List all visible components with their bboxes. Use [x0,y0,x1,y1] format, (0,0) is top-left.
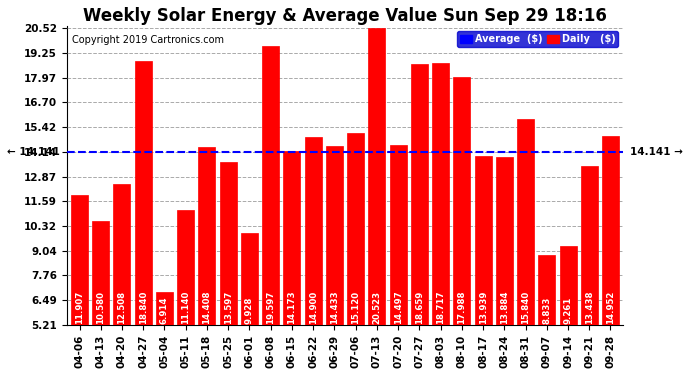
Bar [71,195,88,325]
Bar [156,292,173,325]
Text: 13.939: 13.939 [479,291,488,324]
Bar [326,146,343,325]
Bar [581,165,598,325]
Text: 14.408: 14.408 [202,290,211,324]
Text: 13.597: 13.597 [224,291,233,324]
Text: 13.884: 13.884 [500,290,509,324]
Bar [347,133,364,325]
Text: 14.952: 14.952 [606,291,615,324]
Text: 8.833: 8.833 [542,297,551,324]
Text: 6.914: 6.914 [160,296,169,324]
Text: 14.173: 14.173 [288,290,297,324]
Bar [92,221,109,325]
Bar [602,136,619,325]
Bar [135,61,152,325]
Bar [390,145,406,325]
Text: 13.438: 13.438 [584,290,594,324]
Text: 14.141 →: 14.141 → [630,147,683,157]
Text: 15.840: 15.840 [521,291,530,324]
Legend: Average  ($), Daily   ($): Average ($), Daily ($) [457,32,618,47]
Text: 14.433: 14.433 [330,290,339,324]
Bar [241,234,258,325]
Title: Weekly Solar Energy & Average Value Sun Sep 29 18:16: Weekly Solar Energy & Average Value Sun … [83,7,607,25]
Bar [475,156,491,325]
Text: 9.928: 9.928 [245,297,254,324]
Bar [560,246,577,325]
Text: 19.597: 19.597 [266,291,275,324]
Bar [262,46,279,325]
Text: 10.580: 10.580 [96,291,106,324]
Text: 14.497: 14.497 [393,290,402,324]
Bar [432,63,449,325]
Bar [538,255,555,325]
Bar [177,210,194,325]
Text: 11.907: 11.907 [75,291,84,324]
Bar [496,157,513,325]
Text: 14.900: 14.900 [308,291,317,324]
Text: 11.140: 11.140 [181,291,190,324]
Text: 15.120: 15.120 [351,291,360,324]
Text: 18.659: 18.659 [415,291,424,324]
Text: 18.840: 18.840 [139,291,148,324]
Bar [305,137,322,325]
Text: Copyright 2019 Cartronics.com: Copyright 2019 Cartronics.com [72,36,224,45]
Text: 9.261: 9.261 [564,297,573,324]
Text: ← 14.141: ← 14.141 [7,147,60,157]
Text: 18.717: 18.717 [436,290,445,324]
Bar [453,78,471,325]
Text: 12.508: 12.508 [117,291,126,324]
Text: 17.988: 17.988 [457,290,466,324]
Bar [219,162,237,325]
Bar [517,119,534,325]
Bar [411,64,428,325]
Bar [199,147,215,325]
Bar [113,183,130,325]
Bar [284,151,300,325]
Bar [368,28,385,325]
Text: 20.523: 20.523 [373,291,382,324]
